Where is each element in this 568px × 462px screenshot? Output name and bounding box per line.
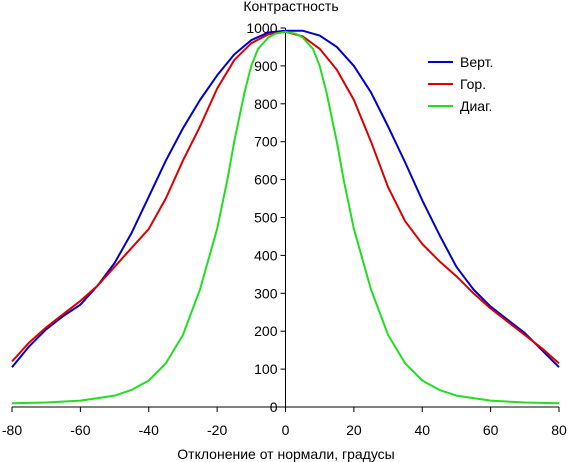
x-tick-label: 0 [282,422,290,438]
y-tick-label: 800 [254,96,278,112]
legend-label: Диаг. [460,98,492,114]
x-tick-label: 40 [414,422,430,438]
y-tick-label: 0 [270,399,278,415]
y-tick-label: 400 [254,247,278,263]
y-tick-label: 700 [254,134,278,150]
legend: Верт. Гор. Диаг. [428,54,493,114]
series-line-диаг [11,30,560,405]
x-axis-title: Отклонение от нормали, градусы [177,446,394,462]
y-axis-title: Контрастность [243,0,338,14]
x-tick-label: 60 [483,422,499,438]
legend-label: Гор. [460,76,486,92]
y-tick-label: 200 [254,323,278,339]
y-tick-label: 600 [254,172,278,188]
x-tick-label: -60 [70,422,90,438]
series-lines [11,29,560,405]
y-tick-label: 900 [254,58,278,74]
y-tick-label: 300 [254,285,278,301]
x-tick-label: -40 [139,422,159,438]
x-tick-label: 20 [346,422,362,438]
y-tick-label: 500 [254,210,278,226]
y-tick-label: 100 [254,361,278,377]
x-tick-label: 80 [551,422,567,438]
legend-label: Верт. [460,54,493,70]
x-tick-label: -20 [207,422,227,438]
x-tick-label: -80 [2,422,22,438]
x-ticks: -80 -60 -40 -20 0 20 40 60 80 [2,407,567,438]
